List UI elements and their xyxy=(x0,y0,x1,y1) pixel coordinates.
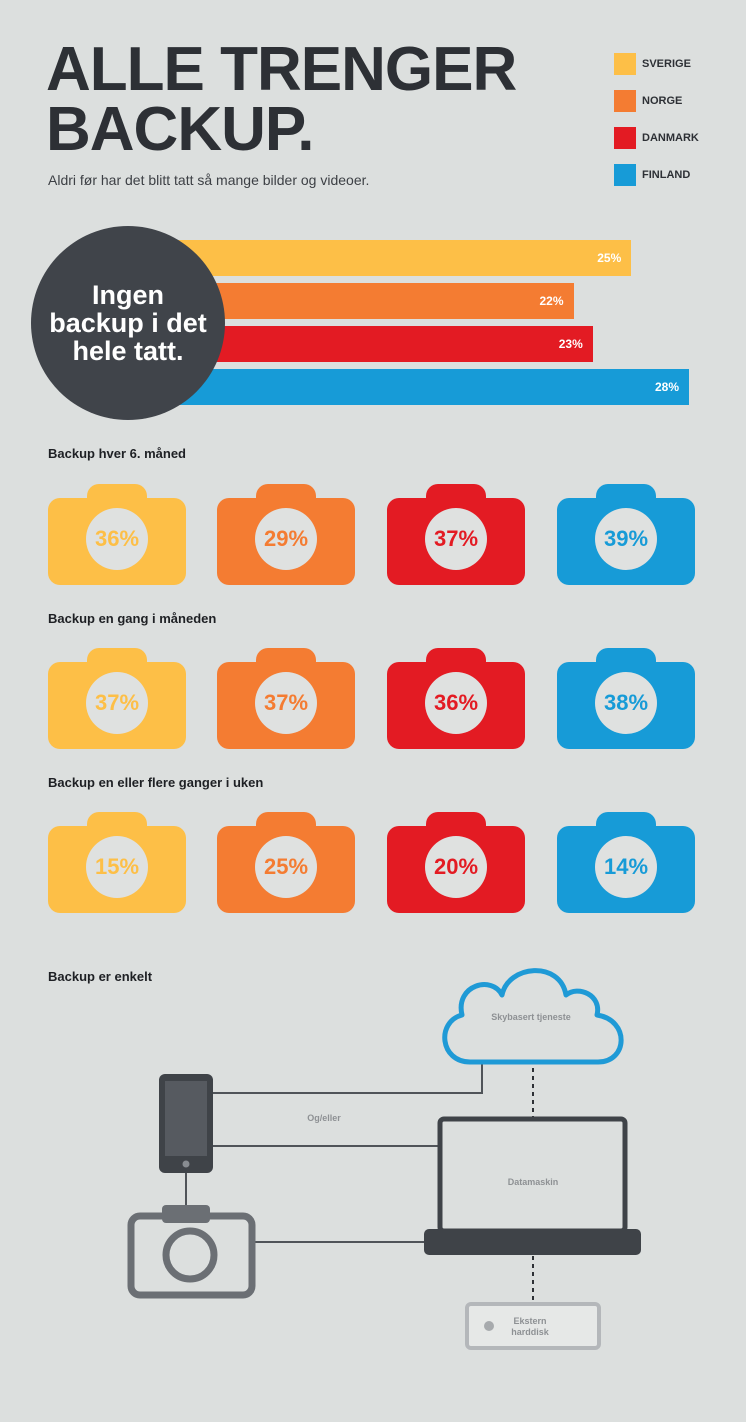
camera-value-monthly-finland: 38% xyxy=(595,672,657,734)
phone-cloud-line xyxy=(212,1058,483,1094)
camera-value-weekly-sverige: 15% xyxy=(86,836,148,898)
camera-weekly-danmark: 20% xyxy=(387,812,525,913)
section-title-monthly: Backup en gang i måneden xyxy=(48,611,217,626)
legend-item-sverige: SVERIGE xyxy=(614,53,691,75)
legend-item-norge: NORGE xyxy=(614,90,682,112)
camera-value-monthly-norge: 37% xyxy=(255,672,317,734)
legend-swatch-sverige xyxy=(614,53,636,75)
camera-monthly-danmark: 36% xyxy=(387,648,525,749)
section-title-weekly: Backup en eller flere ganger i uken xyxy=(48,775,264,790)
legend-label-sverige: SVERIGE xyxy=(642,58,691,70)
cloud-icon xyxy=(442,968,624,1065)
laptop-icon xyxy=(424,1116,641,1255)
camera-icon xyxy=(127,1205,256,1299)
legend-swatch-norge xyxy=(614,90,636,112)
camera-value-6-months-danmark: 37% xyxy=(425,508,487,570)
bar-label-norge: 22% xyxy=(539,294,564,308)
legend-item-finland: FINLAND xyxy=(614,164,690,186)
bar-label-danmark: 23% xyxy=(558,337,583,351)
camera-6-months-sverige: 36% xyxy=(48,484,186,585)
legend-swatch-danmark xyxy=(614,127,636,149)
page-title: ALLE TRENGER BACKUP. xyxy=(46,35,517,164)
legend-label-norge: NORGE xyxy=(642,95,683,107)
legend-label-danmark: DANMARK xyxy=(642,132,699,144)
connector-label: Og/eller xyxy=(307,1113,341,1123)
bar-label-finland: 28% xyxy=(654,380,679,394)
page-subtitle: Aldri før har det blitt tatt så mange bi… xyxy=(48,172,370,188)
page-title-line-1: ALLE TRENGER xyxy=(46,35,517,104)
camera-value-6-months-norge: 29% xyxy=(255,508,317,570)
computer-label: Datamaskin xyxy=(507,1177,559,1187)
legend-item-danmark: DANMARK xyxy=(614,127,699,149)
legend-label-finland: FINLAND xyxy=(642,169,691,181)
harddisk-label-line-1: Ekstern xyxy=(513,1316,547,1326)
harddisk-label-line-2: harddisk xyxy=(511,1327,549,1337)
camera-monthly-finland: 38% xyxy=(557,648,695,749)
bar-sverige: 25% xyxy=(150,240,632,276)
bar-finland: 28% xyxy=(150,369,689,405)
page-title-line-2: BACKUP. xyxy=(46,95,314,164)
harddisk-icon xyxy=(465,1302,601,1350)
camera-weekly-finland: 14% xyxy=(557,812,695,913)
bar-label-sverige: 25% xyxy=(597,251,622,265)
camera-value-6-months-finland: 39% xyxy=(595,508,657,570)
camera-value-monthly-sverige: 37% xyxy=(86,672,148,734)
camera-monthly-norge: 37% xyxy=(217,648,355,749)
section-title-6-months: Backup hver 6. måned xyxy=(48,446,186,461)
camera-value-weekly-norge: 25% xyxy=(255,836,317,898)
section-title-diagram: Backup er enkelt xyxy=(48,969,153,984)
harddisk-label: Ekstern harddisk xyxy=(495,1316,565,1338)
camera-value-6-months-sverige: 36% xyxy=(86,508,148,570)
camera-value-monthly-danmark: 36% xyxy=(425,672,487,734)
no-backup-circle: Ingen backup i det hele tatt. xyxy=(31,226,225,420)
legend-swatch-finland xyxy=(614,164,636,186)
no-backup-label: Ingen backup i det hele tatt. xyxy=(49,280,207,366)
cloud-label: Skybasert tjeneste xyxy=(491,1012,571,1022)
camera-value-weekly-finland: 14% xyxy=(595,836,657,898)
camera-monthly-sverige: 37% xyxy=(48,648,186,749)
camera-weekly-norge: 25% xyxy=(217,812,355,913)
camera-weekly-sverige: 15% xyxy=(48,812,186,913)
camera-6-months-danmark: 37% xyxy=(387,484,525,585)
diagram-connectors xyxy=(185,1058,534,1302)
camera-6-months-finland: 39% xyxy=(557,484,695,585)
camera-value-weekly-danmark: 20% xyxy=(425,836,487,898)
camera-6-months-norge: 29% xyxy=(217,484,355,585)
smartphone-icon xyxy=(159,1074,213,1173)
